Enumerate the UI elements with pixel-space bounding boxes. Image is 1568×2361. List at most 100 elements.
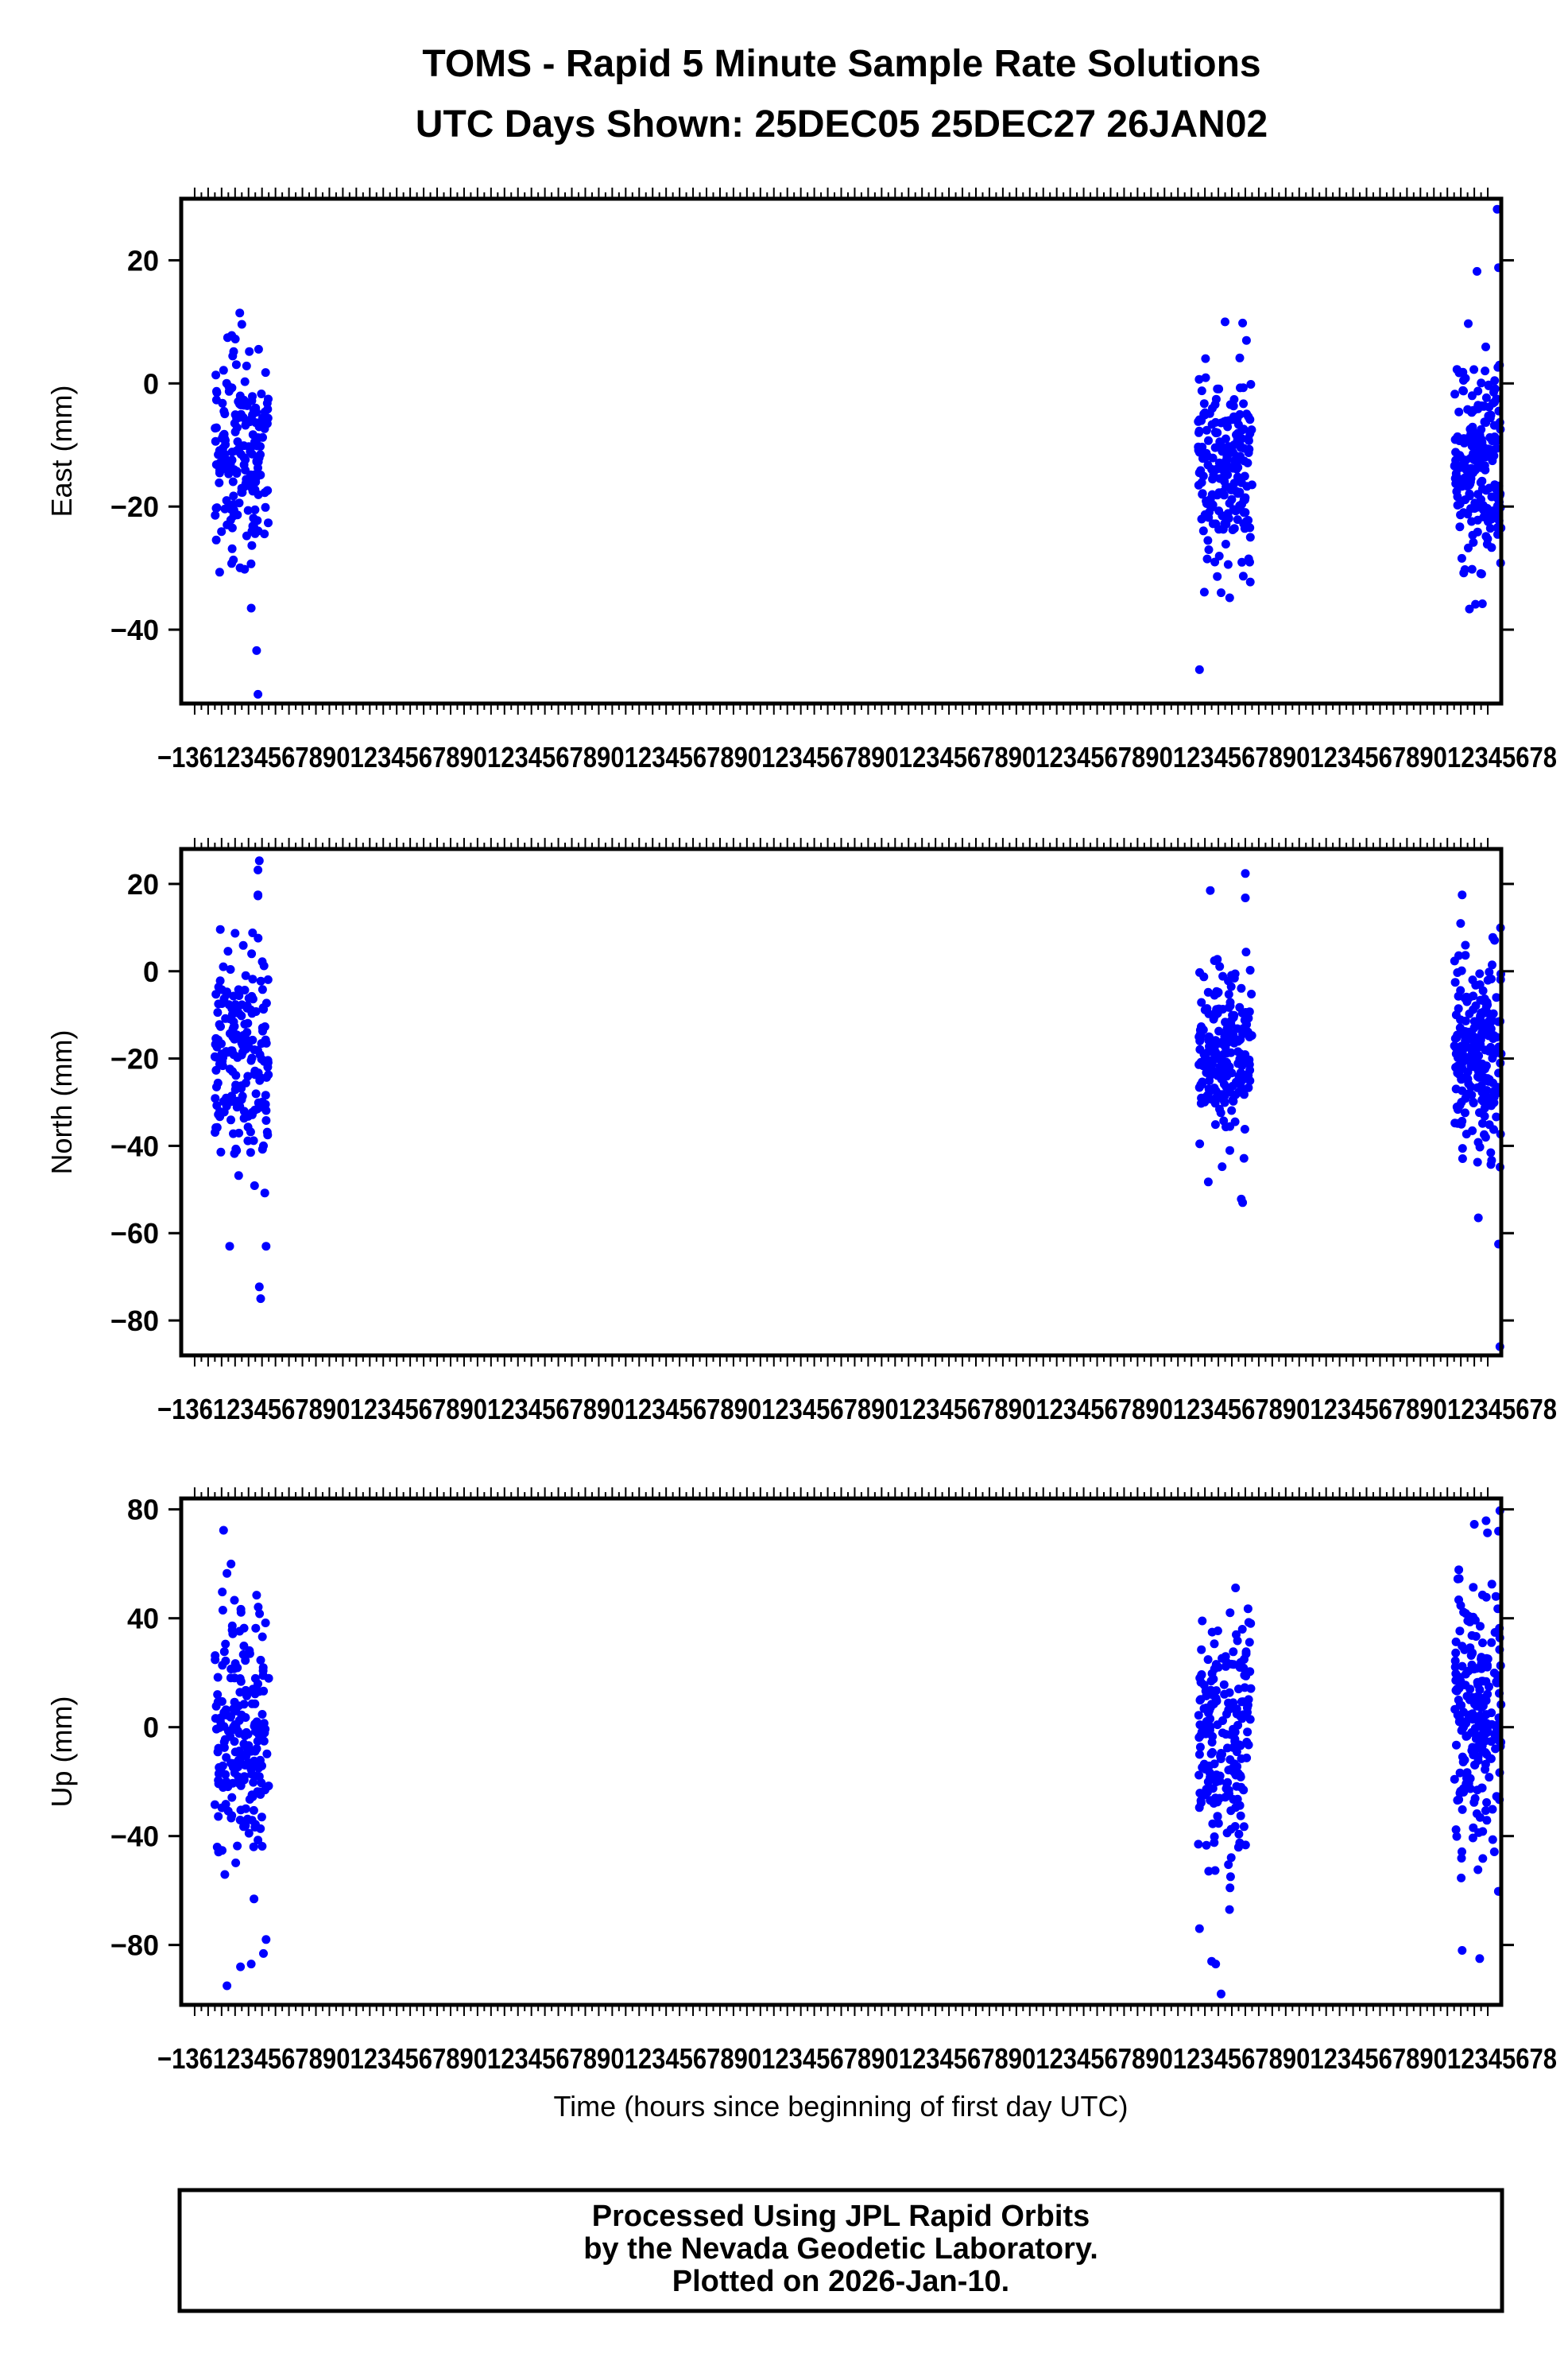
data-point xyxy=(1215,1776,1225,1785)
data-point xyxy=(238,940,248,950)
data-point xyxy=(1473,1865,1483,1874)
data-point xyxy=(1477,378,1486,388)
data-point xyxy=(1210,1838,1219,1847)
data-point xyxy=(226,965,235,974)
data-point xyxy=(220,434,229,443)
data-point xyxy=(1199,399,1209,409)
data-point xyxy=(1214,506,1224,516)
data-point xyxy=(242,1727,251,1737)
data-point xyxy=(1483,1528,1493,1537)
data-point xyxy=(243,1018,253,1028)
data-point xyxy=(1452,1740,1461,1750)
data-point xyxy=(1217,1989,1225,1999)
data-point xyxy=(257,985,267,994)
data-point xyxy=(263,405,273,414)
data-point xyxy=(1487,1638,1496,1647)
data-point xyxy=(225,1014,234,1024)
data-point xyxy=(215,478,224,487)
data-point xyxy=(252,408,261,417)
data-point xyxy=(240,564,250,574)
data-point xyxy=(1458,386,1468,395)
data-point xyxy=(264,1673,273,1683)
data-point xyxy=(248,929,257,937)
data-point xyxy=(1225,593,1234,603)
data-point xyxy=(246,1960,256,1969)
data-point xyxy=(211,1094,220,1103)
data-point xyxy=(1456,510,1465,520)
data-point xyxy=(1469,1023,1479,1033)
data-point xyxy=(234,1701,243,1711)
east-y-axis-label: East (mm) xyxy=(45,386,78,518)
data-point xyxy=(1490,376,1500,386)
data-point xyxy=(1225,1146,1234,1155)
data-point xyxy=(254,1787,264,1797)
data-point xyxy=(1458,1044,1468,1053)
data-point xyxy=(1479,1097,1489,1107)
data-point xyxy=(247,1053,257,1063)
data-point xyxy=(212,388,222,397)
data-point xyxy=(1244,433,1253,443)
data-point xyxy=(254,1772,264,1781)
data-point xyxy=(1207,1700,1216,1709)
data-point xyxy=(1211,394,1221,404)
data-point xyxy=(228,1778,238,1788)
data-point xyxy=(1201,354,1210,363)
data-point xyxy=(1457,1098,1466,1107)
data-point xyxy=(1241,335,1251,345)
data-point xyxy=(1215,962,1225,971)
data-point xyxy=(1231,1584,1241,1592)
data-point xyxy=(1239,1785,1249,1795)
data-point xyxy=(1468,530,1477,540)
data-point xyxy=(231,360,241,370)
data-point xyxy=(1216,440,1225,450)
data-point xyxy=(232,469,242,478)
data-point xyxy=(1203,1655,1213,1665)
data-point xyxy=(1218,1040,1228,1049)
data-point xyxy=(1206,503,1216,513)
data-point xyxy=(1235,1712,1245,1721)
data-point xyxy=(1226,1853,1236,1863)
data-point xyxy=(1485,402,1494,412)
data-point xyxy=(1455,499,1465,509)
data-point xyxy=(218,1846,226,1855)
data-point xyxy=(1225,1883,1235,1893)
data-point xyxy=(242,478,251,487)
data-point xyxy=(1241,869,1250,878)
data-point xyxy=(1233,1037,1243,1046)
data-point xyxy=(226,1758,236,1768)
data-point xyxy=(231,1144,241,1153)
data-point xyxy=(1485,1120,1494,1130)
up-y-axis-label: Up (mm) xyxy=(45,1696,78,1808)
data-point xyxy=(263,975,273,984)
data-point xyxy=(1467,1090,1477,1099)
data-point xyxy=(252,456,261,466)
data-point xyxy=(1453,1105,1462,1115)
data-point xyxy=(1218,1162,1227,1172)
data-point xyxy=(1228,525,1237,534)
data-point xyxy=(1216,459,1225,468)
data-point xyxy=(1471,1632,1481,1641)
data-point xyxy=(241,1656,250,1665)
data-point xyxy=(1200,1761,1210,1770)
data-point xyxy=(1194,1770,1204,1780)
data-point xyxy=(246,1127,255,1137)
data-point xyxy=(1194,417,1203,426)
data-point xyxy=(1481,342,1490,351)
data-point xyxy=(1225,1872,1235,1882)
data-point xyxy=(1207,1956,1217,1966)
data-point xyxy=(1473,1157,1482,1167)
y-tick-label: −80 xyxy=(110,1929,159,1962)
data-point xyxy=(211,1714,220,1723)
data-point xyxy=(1240,1125,1249,1134)
data-point xyxy=(258,1666,268,1676)
footer-line-2: by the Nevada Geodetic Laboratory. xyxy=(583,2232,1098,2266)
data-point xyxy=(239,395,249,405)
data-point xyxy=(1492,1033,1501,1042)
data-point xyxy=(1238,318,1248,328)
data-point xyxy=(1243,1727,1252,1737)
data-point xyxy=(1222,1779,1232,1789)
data-point xyxy=(240,1772,249,1781)
data-point xyxy=(1235,1002,1245,1012)
data-point xyxy=(222,1093,231,1103)
data-point xyxy=(1485,432,1495,442)
